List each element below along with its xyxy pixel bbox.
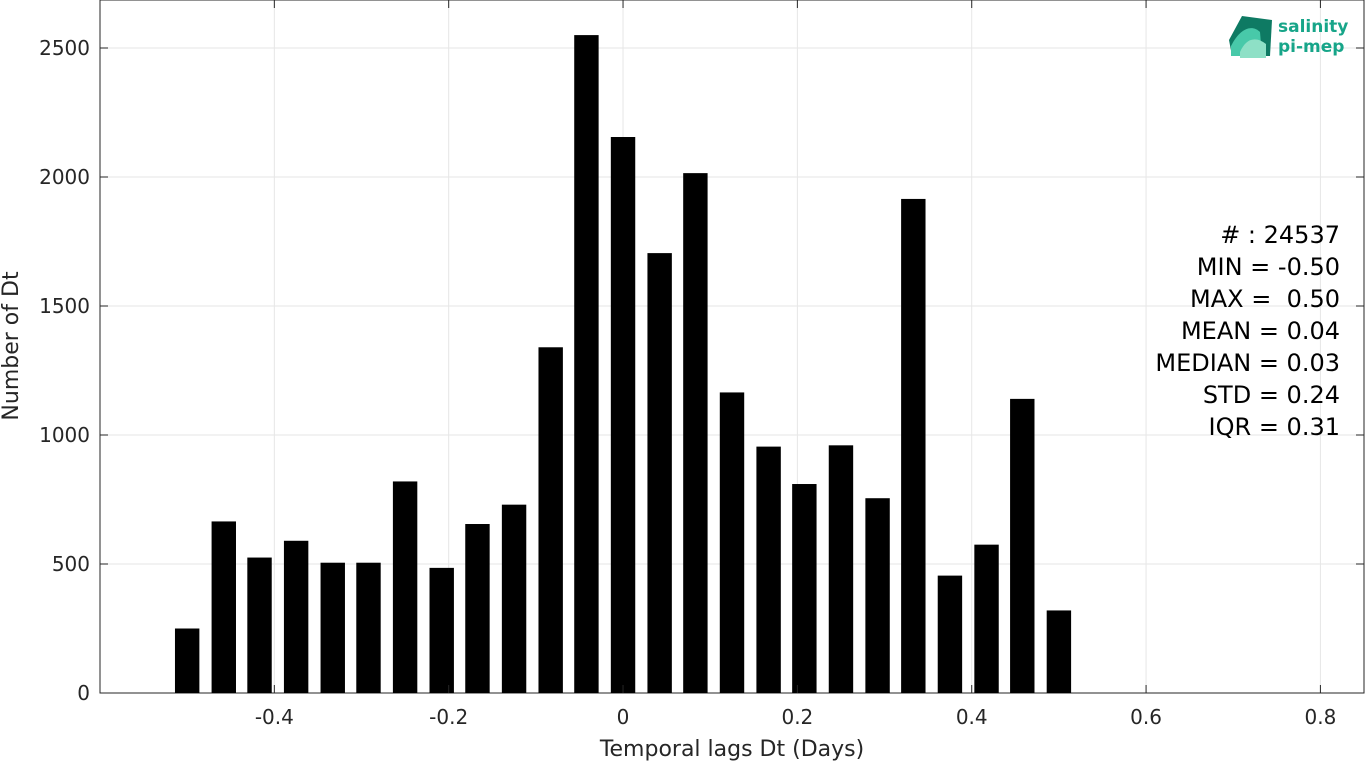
logo-wave-icon xyxy=(1229,16,1272,58)
y-axis-label: Number of Dt xyxy=(0,271,24,421)
histogram-bar xyxy=(937,575,963,693)
x-tick-label: 0.4 xyxy=(956,705,988,729)
stat-line: MEAN = 0.04 xyxy=(1181,317,1340,345)
stat-line: STD = 0.24 xyxy=(1203,381,1340,409)
histogram-bar xyxy=(283,540,309,693)
histogram-bar xyxy=(356,562,381,693)
stat-line: # : 24537 xyxy=(1220,221,1340,249)
histogram-bar xyxy=(683,173,708,693)
histogram-bar xyxy=(247,557,272,693)
y-tick-label: 500 xyxy=(52,552,90,576)
y-tick-label: 1000 xyxy=(39,423,90,447)
histogram-bar xyxy=(974,544,999,693)
statistics-annotation: # : 24537 MIN = -0.50 MAX = 0.50 MEAN = 0.0… xyxy=(1155,221,1340,441)
stat-line: MIN = -0.50 xyxy=(1197,253,1340,281)
histogram-bar xyxy=(538,347,563,693)
logo-text-pimep: pi-mep xyxy=(1278,37,1344,57)
histogram-bar xyxy=(429,567,454,693)
histogram-bar xyxy=(574,35,599,694)
logo-text-salinity: salinity xyxy=(1278,17,1348,37)
histogram-bar xyxy=(647,253,672,694)
ticks xyxy=(100,0,1364,694)
histogram-bar xyxy=(1046,610,1072,693)
histogram-bar xyxy=(174,628,200,693)
x-tick-label: 0 xyxy=(617,705,630,729)
histogram-bar xyxy=(211,521,236,693)
y-tick-label: 1500 xyxy=(39,294,90,318)
histogram-bar xyxy=(719,392,745,693)
histogram-bar xyxy=(1010,398,1035,693)
x-tick-label: -0.2 xyxy=(429,705,468,729)
histogram-bar xyxy=(501,504,527,693)
x-tick-label: 0.8 xyxy=(1305,705,1337,729)
histogram-bar xyxy=(392,481,418,693)
stat-line: MAX = 0.50 xyxy=(1190,285,1340,313)
bars xyxy=(174,35,1072,694)
histogram-bar xyxy=(320,562,345,693)
histogram-bar xyxy=(610,137,636,693)
x-axis-label: Temporal lags Dt (Days) xyxy=(599,737,864,762)
histogram-bar xyxy=(865,498,890,693)
histogram-bar xyxy=(901,198,926,693)
histogram-bar xyxy=(465,524,490,693)
stat-line: MEDIAN = 0.03 xyxy=(1155,349,1340,377)
salinity-pi-mep-logo: salinity pi-mep xyxy=(1229,16,1348,58)
x-tick-label: -0.4 xyxy=(255,705,294,729)
histogram-bar xyxy=(792,484,817,693)
y-tick-label: 2000 xyxy=(39,165,90,189)
y-tick-label: 0 xyxy=(77,681,90,705)
tick-labels: -0.4 -0.2 0 0.2 0.4 0.6 0.8 0 500 1000 1500 2000 250… xyxy=(39,36,1336,729)
x-tick-label: 0.6 xyxy=(1130,705,1162,729)
x-tick-label: 0.2 xyxy=(781,705,813,729)
stat-line: IQR = 0.31 xyxy=(1209,413,1340,441)
histogram-bar xyxy=(756,446,781,693)
y-tick-label: 2500 xyxy=(39,36,90,60)
histogram-bar xyxy=(828,445,854,693)
